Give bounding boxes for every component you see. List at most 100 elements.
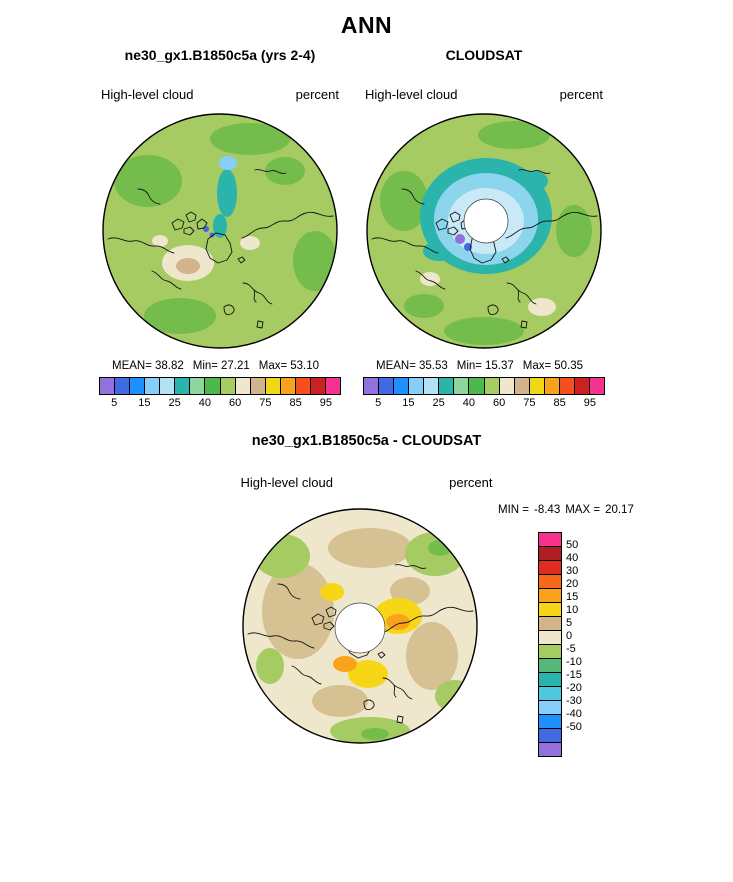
colorbar-swatch: [378, 378, 394, 394]
diff-stats: MIN = -8.43 MAX = 20.17: [498, 504, 639, 516]
colorbar-swatch: [159, 378, 175, 394]
colorbar-tick-label: -10: [566, 656, 582, 668]
colorbar-tick-label: 40: [462, 397, 475, 409]
colorbar-tick-label: 95: [583, 397, 596, 409]
diff-colorbar: [538, 532, 562, 757]
colorbar-tick-label: 25: [168, 397, 181, 409]
obs-colorbar: [363, 377, 605, 395]
model-polar-map: [102, 113, 338, 349]
colorbar-swatch: [309, 378, 325, 394]
colorbar-swatch: [234, 378, 250, 394]
diff-pole-data-gap: [334, 602, 386, 654]
model-var-row: High-level cloud percent: [101, 87, 339, 102]
model-min-label: Min=: [192, 360, 218, 372]
colorbar-swatch: [393, 378, 409, 394]
colorbar-swatch: [129, 378, 145, 394]
colorbar-swatch: [539, 728, 561, 742]
obs-polar-map: [366, 113, 602, 349]
colorbar-tick-label: 50: [566, 539, 579, 551]
colorbar-swatch: [539, 672, 561, 686]
colorbar-swatch: [588, 378, 604, 394]
colorbar-swatch: [539, 742, 561, 756]
obs-mean-value: 35.53: [418, 360, 448, 372]
diff-max-value: 20.17: [605, 504, 634, 516]
obs-panel: CLOUDSAT High-level cloud percent: [363, 45, 605, 409]
colorbar-tick-label: -15: [566, 669, 582, 681]
obs-panel-title: CLOUDSAT: [445, 47, 523, 63]
obs-colorbar-ticks: 5 15 25 40 60 75 85 95: [363, 397, 605, 409]
colorbar-swatch: [539, 602, 561, 616]
colorbar-tick-label: 0: [566, 630, 573, 642]
colorbar-swatch: [364, 378, 379, 394]
top-panels-row: ne30_gx1.B1850c5a (yrs 2-4) High-level c…: [99, 45, 733, 409]
colorbar-swatch: [279, 378, 295, 394]
diff-polar-map: [242, 508, 478, 744]
page-title: ANN: [340, 12, 393, 38]
colorbar-tick-label: 5: [566, 617, 573, 629]
colorbar-swatch: [543, 378, 559, 394]
colorbar-swatch: [219, 378, 235, 394]
model-stats: MEAN= 38.82 Min= 27.21 Max= 53.10: [112, 360, 328, 372]
model-max-value: 53.10: [290, 360, 319, 372]
colorbar-tick-label: 85: [289, 397, 302, 409]
colorbar-swatch: [573, 378, 589, 394]
colorbar-swatch: [249, 378, 265, 394]
diff-min-label: MIN =: [498, 504, 529, 516]
colorbar-swatch: [100, 378, 115, 394]
diff-min-value: -8.43: [534, 504, 561, 516]
colorbar-swatch: [483, 378, 499, 394]
obs-max-value: 50.35: [554, 360, 583, 372]
colorbar-tick-label: 5: [375, 397, 382, 409]
colorbar-swatch: [539, 686, 561, 700]
obs-max-label: Max=: [522, 360, 552, 372]
colorbar-swatch: [539, 714, 561, 728]
colorbar-swatch: [264, 378, 280, 394]
model-panel: ne30_gx1.B1850c5a (yrs 2-4) High-level c…: [99, 45, 341, 409]
model-mean-value: 38.82: [154, 360, 184, 372]
model-min-value: 27.21: [220, 360, 250, 372]
model-mean-label: MEAN=: [112, 360, 152, 372]
obs-stats: MEAN= 35.53 Min= 15.37 Max= 50.35: [376, 360, 592, 372]
colorbar-swatch: [144, 378, 160, 394]
diff-panel-body: MIN = -8.43 MAX = 20.17 50 40 30 20 15 10 5 0 -5 -10…: [0, 492, 733, 792]
colorbar-swatch: [423, 378, 439, 394]
colorbar-tick-label: 75: [523, 397, 536, 409]
model-map-border: [102, 113, 338, 349]
model-units-label: percent: [295, 87, 339, 102]
obs-var-row: High-level cloud percent: [365, 87, 603, 102]
diff-tan-contours: [262, 528, 458, 717]
model-cool-contours: [203, 156, 237, 238]
colorbar-tick-label: 85: [553, 397, 566, 409]
colorbar-swatch: [539, 658, 561, 672]
colorbar-tick-label: 25: [432, 397, 445, 409]
colorbar-swatch: [324, 378, 340, 394]
obs-min-value: 15.37: [484, 360, 514, 372]
colorbar-swatch: [539, 644, 561, 658]
colorbar-tick-label: 60: [229, 397, 242, 409]
obs-units-label: percent: [559, 87, 603, 102]
diff-positive-contours: [320, 583, 422, 688]
model-variable-label: High-level cloud: [101, 87, 194, 102]
colorbar-tick-label: 15: [138, 397, 151, 409]
diff-colorbar-ticks: 50 40 30 20 15 10 5 0 -5 -10 -15 -20 -30 -40 -50: [566, 532, 582, 757]
colorbar-swatch: [498, 378, 514, 394]
colorbar-swatch: [539, 588, 561, 602]
model-panel-title: ne30_gx1.B1850c5a (yrs 2-4): [124, 47, 316, 63]
colorbar-swatch: [539, 533, 561, 546]
colorbar-tick-label: -5: [566, 643, 576, 655]
colorbar-swatch: [528, 378, 544, 394]
colorbar-tick-label: 60: [493, 397, 506, 409]
colorbar-swatch: [468, 378, 484, 394]
obs-min-label: Min=: [456, 360, 482, 372]
colorbar-swatch: [453, 378, 469, 394]
colorbar-tick-label: 10: [566, 604, 579, 616]
model-warm-contours: [152, 235, 260, 281]
colorbar-tick-label: 40: [198, 397, 211, 409]
colorbar-swatch: [558, 378, 574, 394]
diff-colorbar-wrap: 50 40 30 20 15 10 5 0 -5 -10 -15 -20 -30 -40 -50: [538, 532, 582, 757]
model-colorbar-ticks: 5 15 25 40 60 75 85 95: [99, 397, 341, 409]
colorbar-swatch: [438, 378, 454, 394]
colorbar-swatch: [114, 378, 130, 394]
colorbar-swatch: [204, 378, 220, 394]
